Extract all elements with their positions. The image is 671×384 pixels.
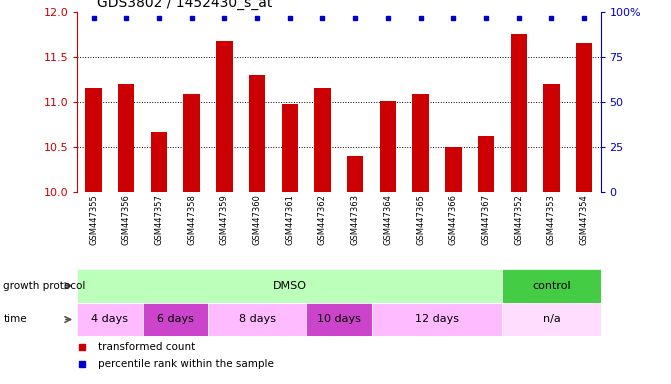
Bar xyxy=(77,269,503,303)
Text: n/a: n/a xyxy=(543,314,560,324)
Text: 10 days: 10 days xyxy=(317,314,361,324)
Bar xyxy=(77,303,142,336)
Text: GSM447358: GSM447358 xyxy=(187,194,196,245)
Text: GSM447362: GSM447362 xyxy=(318,194,327,245)
Text: GSM447357: GSM447357 xyxy=(154,194,164,245)
Text: GSM447352: GSM447352 xyxy=(514,194,523,245)
Bar xyxy=(282,104,298,192)
Bar xyxy=(314,88,331,192)
Bar xyxy=(306,303,372,336)
Text: 4 days: 4 days xyxy=(91,314,128,324)
Bar xyxy=(216,41,233,192)
Bar xyxy=(576,43,592,192)
Text: GSM447361: GSM447361 xyxy=(285,194,295,245)
Text: control: control xyxy=(532,281,571,291)
Bar xyxy=(85,88,102,192)
Bar xyxy=(249,74,265,192)
Text: GSM447365: GSM447365 xyxy=(416,194,425,245)
Bar xyxy=(142,303,208,336)
Bar xyxy=(511,34,527,192)
Text: GSM447366: GSM447366 xyxy=(449,194,458,245)
Text: GSM447353: GSM447353 xyxy=(547,194,556,245)
Text: transformed count: transformed count xyxy=(98,342,195,352)
Text: 8 days: 8 days xyxy=(239,314,276,324)
Text: GSM447363: GSM447363 xyxy=(351,194,360,245)
Text: percentile rank within the sample: percentile rank within the sample xyxy=(98,359,274,369)
Bar xyxy=(183,94,200,192)
Text: GDS3802 / 1452430_s_at: GDS3802 / 1452430_s_at xyxy=(97,0,272,10)
Text: GSM447356: GSM447356 xyxy=(121,194,131,245)
Text: growth protocol: growth protocol xyxy=(3,281,86,291)
Bar xyxy=(503,303,601,336)
Bar xyxy=(347,156,364,192)
Text: 6 days: 6 days xyxy=(157,314,194,324)
Bar xyxy=(380,101,396,192)
Bar xyxy=(372,303,503,336)
Text: GSM447364: GSM447364 xyxy=(383,194,393,245)
Text: DMSO: DMSO xyxy=(273,281,307,291)
Bar xyxy=(208,303,306,336)
Text: GSM447354: GSM447354 xyxy=(580,194,588,245)
Bar xyxy=(503,269,601,303)
Text: time: time xyxy=(3,314,27,324)
Bar xyxy=(151,132,167,192)
Bar xyxy=(413,94,429,192)
Text: GSM447367: GSM447367 xyxy=(482,194,491,245)
Bar xyxy=(445,147,462,192)
Text: 12 days: 12 days xyxy=(415,314,459,324)
Bar xyxy=(118,84,134,192)
Bar xyxy=(544,84,560,192)
Text: GSM447359: GSM447359 xyxy=(220,194,229,245)
Bar xyxy=(478,136,495,192)
Text: GSM447355: GSM447355 xyxy=(89,194,98,245)
Text: GSM447360: GSM447360 xyxy=(252,194,262,245)
